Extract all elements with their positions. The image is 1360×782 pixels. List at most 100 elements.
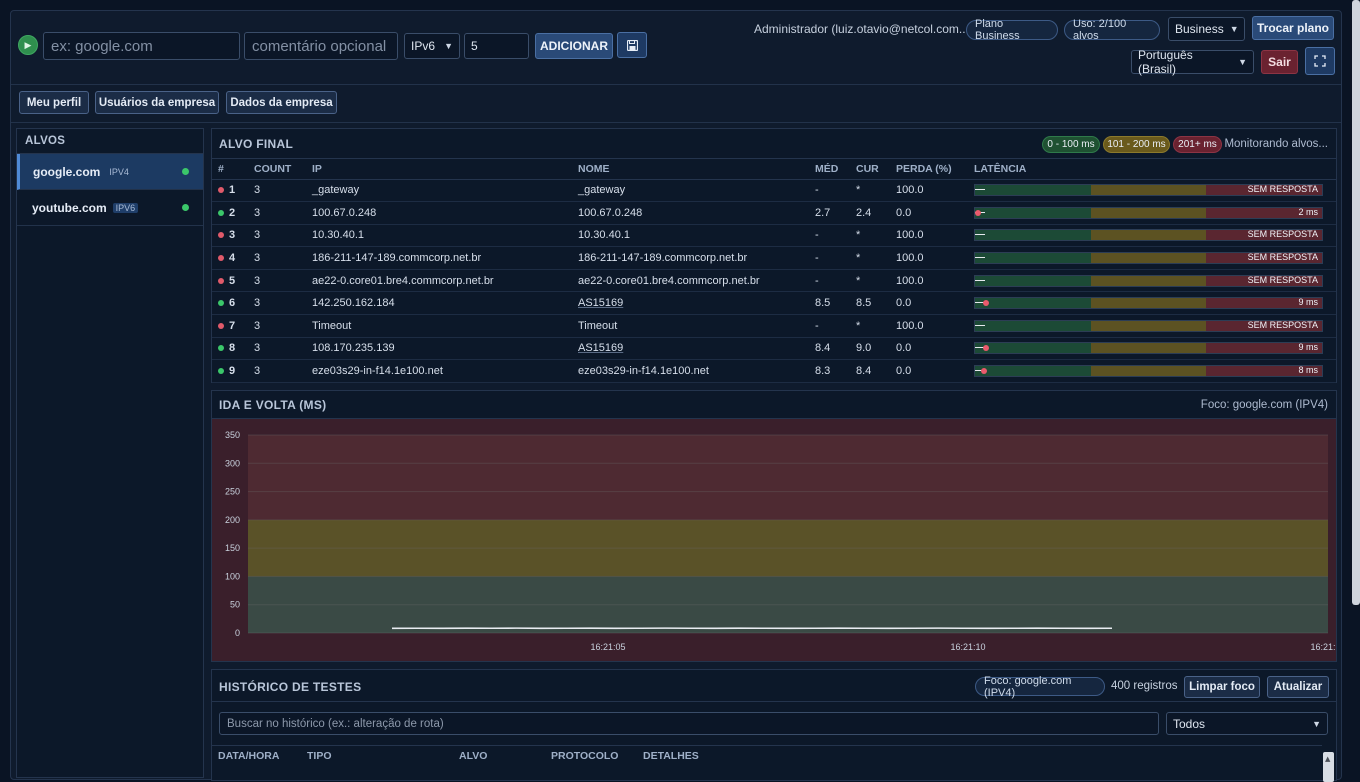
change-plan-button[interactable]: Trocar plano — [1252, 16, 1334, 40]
hop-latency: SEM RESPOSTA — [968, 315, 1336, 338]
latency-label: SEM RESPOSTA — [1248, 184, 1318, 194]
latency-baseline — [975, 189, 985, 190]
latency-label: SEM RESPOSTA — [1248, 252, 1318, 262]
top-bar: ▶ IPv6▼ 5 ADICIONAR Administrador (luiz.… — [11, 11, 1341, 85]
company-data-button[interactable]: Dados da empresa — [226, 91, 337, 114]
col-name: NOME — [572, 159, 809, 179]
hop-latency: 8 ms — [968, 360, 1336, 383]
hop-cur: * — [850, 247, 890, 270]
hop-ip: 100.67.0.248 — [306, 202, 572, 225]
plan-select-value: Business — [1175, 22, 1224, 36]
hop-avg: 8.5 — [809, 292, 850, 315]
hop-ip: eze03s29-in-f14.1e100.net — [306, 360, 572, 383]
latency-baseline — [975, 257, 985, 258]
hop-loss: 100.0 — [890, 224, 968, 247]
play-icon[interactable]: ▶ — [18, 35, 38, 55]
latency-label: SEM RESPOSTA — [1248, 275, 1318, 285]
col-count: COUNT — [248, 159, 306, 179]
target-item[interactable]: youtube.com IPV6 — [17, 190, 203, 226]
add-button[interactable]: ADICIONAR — [535, 33, 613, 59]
protocol-select[interactable]: IPv6▼ — [404, 33, 460, 59]
hop-loss: 100.0 — [890, 269, 968, 292]
latency-label: 8 ms — [1298, 365, 1318, 375]
usage-badge: Uso: 2/100 alvos — [1064, 20, 1160, 40]
history-panel: HISTÓRICO DE TESTES Foco: google.com (IP… — [211, 669, 1337, 781]
y-tick-label: 0 — [235, 628, 240, 638]
company-users-button[interactable]: Usuários da empresa — [95, 91, 219, 114]
language-value: Português (Brasil) — [1138, 48, 1232, 76]
history-col-type: TIPO — [307, 750, 332, 762]
history-filter-select[interactable]: Todos▼ — [1166, 712, 1328, 735]
latency-marker — [975, 210, 981, 216]
plan-select[interactable]: Business ▼ — [1168, 17, 1245, 41]
hop-count: 3 — [248, 224, 306, 247]
y-tick-label: 50 — [230, 600, 240, 610]
protocol-value: IPv6 — [411, 39, 435, 53]
status-dot-icon — [218, 345, 224, 351]
my-profile-button[interactable]: Meu perfil — [19, 91, 89, 114]
save-button[interactable] — [617, 32, 647, 58]
page-scrollbar[interactable] — [1352, 0, 1360, 605]
status-dot-icon — [182, 168, 189, 175]
x-tick-label: 16:21:16 — [1310, 642, 1336, 652]
latency-label: 9 ms — [1298, 297, 1318, 307]
history-scrollbar[interactable]: ▲ — [1323, 752, 1334, 782]
y-tick-label: 350 — [225, 430, 240, 440]
hop-avg: - — [809, 269, 850, 292]
hop-cur: 8.5 — [850, 292, 890, 315]
threshold-band-2 — [248, 435, 1328, 520]
rtt-chart-focus: Foco: google.com (IPV4) — [1201, 399, 1328, 411]
admin-user-label: Administrador (luiz.otavio@netcol.com...… — [754, 22, 972, 36]
status-dot-icon — [218, 210, 224, 216]
latency-label: 9 ms — [1298, 342, 1318, 352]
logout-button[interactable]: Sair — [1261, 50, 1298, 74]
latency-bar: 2 ms — [974, 207, 1323, 219]
hop-count: 3 — [248, 179, 306, 202]
hops-table: # COUNT IP NOME MÉD CUR PERDA (%) LATÊNC… — [212, 159, 1336, 383]
count-input[interactable]: 5 — [464, 33, 529, 59]
rtt-chart-title: IDA E VOLTA (MS) — [219, 398, 326, 412]
hop-name-text: Timeout — [578, 320, 617, 332]
hop-name-text: _gateway — [578, 184, 625, 196]
status-dot-icon — [218, 255, 224, 261]
rtt-chart-panel: IDA E VOLTA (MS) Foco: google.com (IPV4)… — [211, 390, 1337, 662]
history-search-input[interactable] — [219, 712, 1159, 735]
language-select[interactable]: Português (Brasil)▼ — [1131, 50, 1254, 74]
hop-count: 3 — [248, 360, 306, 383]
comment-input[interactable] — [244, 32, 398, 60]
hop-latency: SEM RESPOSTA — [968, 179, 1336, 202]
hop-number: 1 — [229, 184, 235, 196]
hop-name[interactable]: AS15169 — [572, 292, 809, 315]
latency-label: SEM RESPOSTA — [1248, 229, 1318, 239]
fullscreen-button[interactable] — [1305, 47, 1335, 75]
hop-avg: 8.4 — [809, 337, 850, 360]
legend-red: 201+ ms — [1173, 136, 1222, 153]
hop-count: 3 — [248, 292, 306, 315]
col-loss: PERDA (%) — [890, 159, 968, 179]
refresh-button[interactable]: Atualizar — [1267, 676, 1329, 698]
history-col-protocol: PROTOCOLO — [551, 750, 618, 762]
targets-title: ALVOS — [17, 129, 203, 154]
hop-count: 3 — [248, 247, 306, 270]
host-input[interactable] — [43, 32, 240, 60]
hop-name: Timeout — [572, 315, 809, 338]
hop-count: 3 — [248, 269, 306, 292]
hop-index: 5 — [212, 269, 248, 292]
col-avg: MÉD — [809, 159, 850, 179]
floppy-disk-icon — [627, 40, 638, 51]
target-item[interactable]: google.com IPV4 — [17, 154, 203, 190]
hop-loss: 100.0 — [890, 315, 968, 338]
chevron-down-icon: ▼ — [1230, 24, 1239, 34]
clear-focus-button[interactable]: Limpar foco — [1184, 676, 1260, 698]
hop-name[interactable]: AS15169 — [572, 337, 809, 360]
hop-cur: * — [850, 224, 890, 247]
